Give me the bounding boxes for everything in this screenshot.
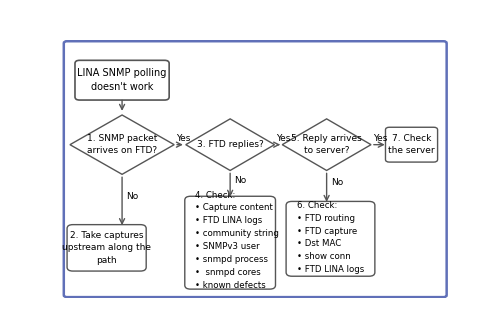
Text: 7. Check
the server: 7. Check the server (388, 134, 435, 155)
FancyBboxPatch shape (75, 60, 169, 100)
Polygon shape (186, 119, 274, 171)
Text: 1. SNMP packet
arrives on FTD?: 1. SNMP packet arrives on FTD? (87, 134, 157, 155)
Text: Yes: Yes (276, 134, 290, 143)
Text: Yes: Yes (176, 134, 191, 143)
Text: 2. Take captures
upstream along the
path: 2. Take captures upstream along the path (62, 231, 151, 265)
Text: No: No (126, 192, 138, 201)
Text: 4. Check:
• Capture content
• FTD LINA logs
• community string
• SNMPv3 user
• s: 4. Check: • Capture content • FTD LINA l… (195, 191, 279, 289)
FancyBboxPatch shape (64, 41, 447, 297)
FancyBboxPatch shape (67, 225, 146, 271)
Text: No: No (331, 178, 343, 187)
FancyBboxPatch shape (185, 196, 275, 289)
FancyBboxPatch shape (286, 201, 375, 276)
Polygon shape (70, 115, 174, 174)
Text: 3. FTD replies?: 3. FTD replies? (197, 140, 263, 149)
Polygon shape (282, 119, 371, 171)
FancyBboxPatch shape (385, 127, 438, 162)
Text: 5. Reply arrives
to server?: 5. Reply arrives to server? (291, 134, 362, 155)
Text: No: No (235, 176, 247, 185)
Text: Yes: Yes (374, 134, 388, 143)
Text: 6. Check:
• FTD routing
• FTD capture
• Dst MAC
• show conn
• FTD LINA logs: 6. Check: • FTD routing • FTD capture • … (296, 201, 364, 274)
Text: LINA SNMP polling
doesn't work: LINA SNMP polling doesn't work (77, 68, 167, 92)
